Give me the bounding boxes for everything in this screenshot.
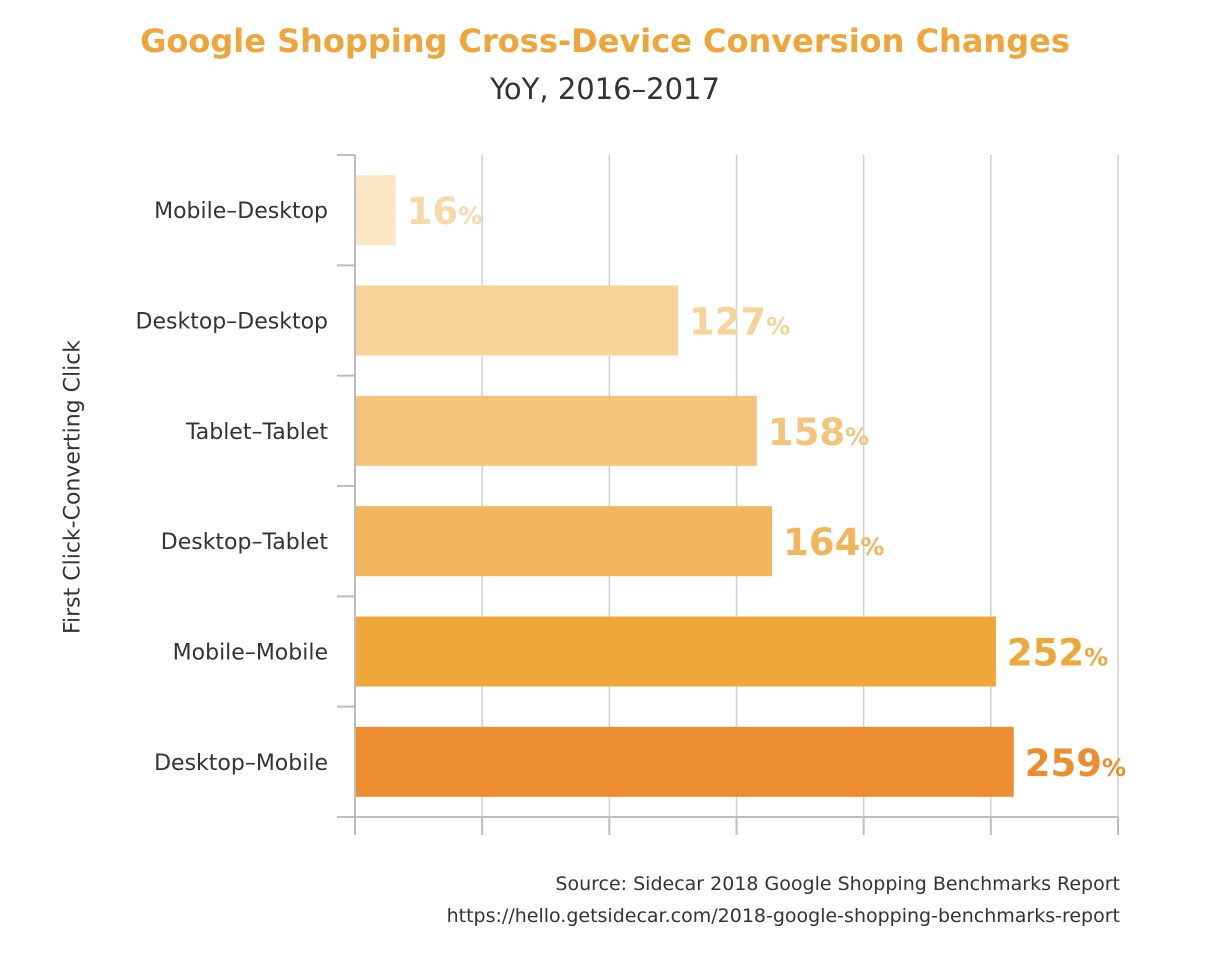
data-label: 158%: [768, 411, 869, 454]
category-label: Mobile–Desktop: [154, 199, 328, 224]
chart-subtitle: YoY, 2016–2017: [490, 72, 720, 106]
category-label: Desktop–Mobile: [154, 751, 328, 776]
chart-title: Google Shopping Cross-Device Conversion …: [140, 22, 1070, 60]
category-label: Desktop–Desktop: [136, 310, 328, 335]
data-label: 127%: [689, 301, 790, 344]
category-label: Mobile–Mobile: [173, 641, 328, 666]
bar: [356, 616, 996, 687]
bar: [356, 395, 757, 466]
data-label: 16%: [407, 190, 483, 233]
data-label: 259%: [1025, 742, 1126, 785]
bar: [356, 726, 1014, 797]
category-label: Desktop–Tablet: [161, 530, 329, 555]
source-text: Source: Sidecar 2018 Google Shopping Ben…: [555, 873, 1120, 895]
bar: [356, 175, 396, 246]
source-url: https://hello.getsidecar.com/2018-google…: [446, 905, 1120, 927]
category-label: Tablet–Tablet: [185, 420, 328, 445]
data-label: 164%: [783, 521, 884, 564]
data-label: 252%: [1007, 632, 1108, 675]
source-note: Source: Sidecar 2018 Google Shopping Ben…: [447, 868, 1120, 932]
bar: [356, 285, 679, 356]
bar: [356, 506, 773, 577]
